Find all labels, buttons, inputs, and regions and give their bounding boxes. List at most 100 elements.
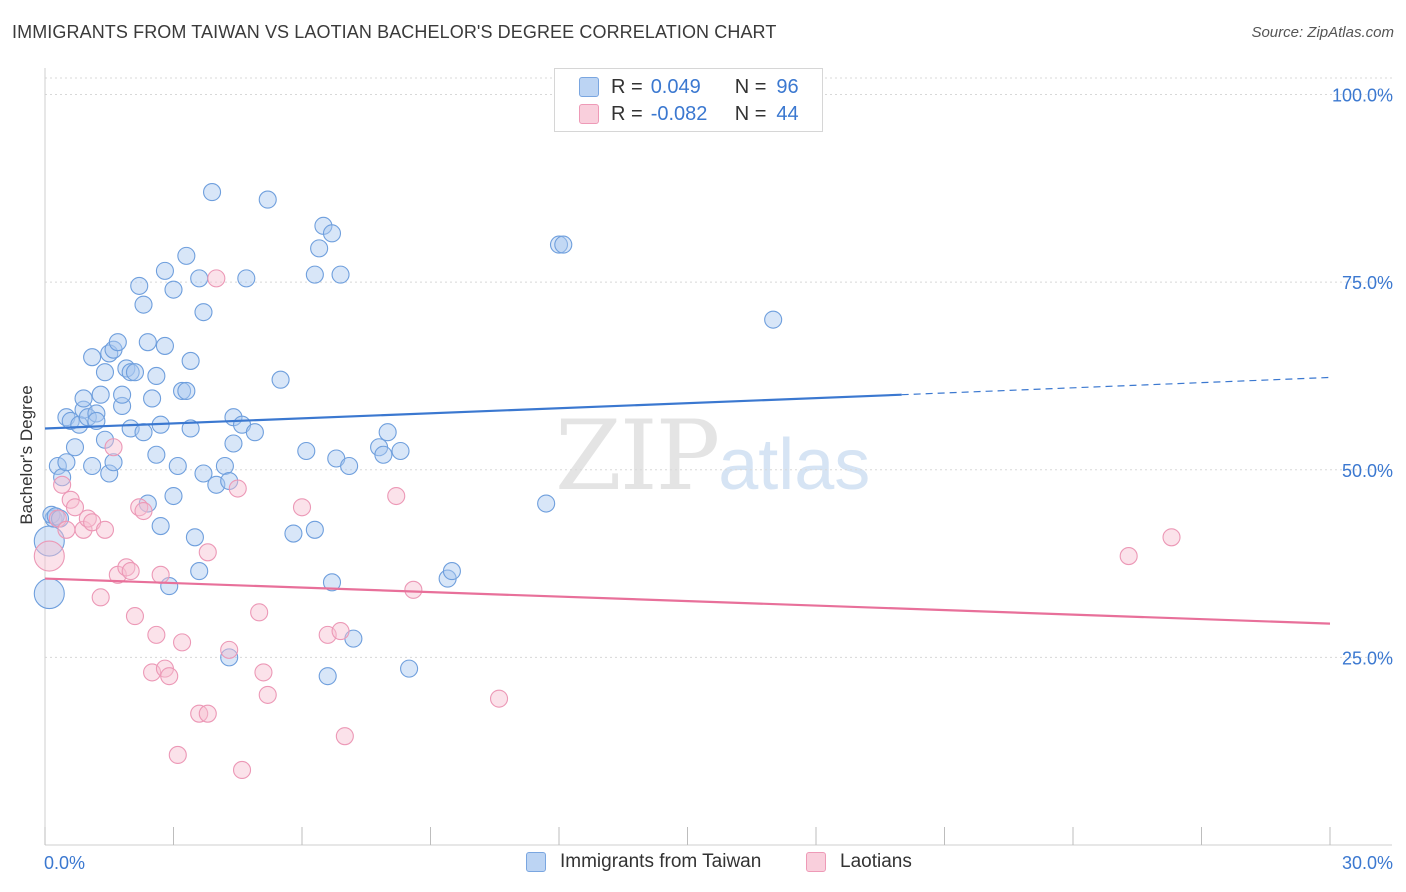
laotian-point	[57, 520, 76, 539]
legend-swatch-laotians	[579, 104, 599, 124]
taiwan-point	[173, 381, 192, 401]
taiwan-point	[224, 434, 243, 453]
taiwan-point	[374, 445, 393, 464]
taiwan-trend-extension	[901, 376, 1331, 396]
taiwan-point	[340, 456, 359, 476]
taiwan-point	[104, 453, 123, 472]
x-tick-label: 30.0%	[1342, 853, 1393, 873]
laotian-point	[65, 498, 85, 517]
stats-legend: R = 0.049 N = 96 R = -0.082 N = 44	[554, 68, 823, 132]
series-legend-laotians[interactable]: Laotians	[806, 851, 912, 873]
legend-n-label: N =	[734, 102, 767, 125]
taiwan-point	[48, 456, 67, 476]
taiwan-point	[305, 520, 324, 539]
taiwan-point	[177, 246, 196, 265]
taiwan-point	[168, 456, 187, 476]
taiwan-point	[764, 310, 783, 329]
laotian-point	[198, 543, 217, 562]
legend-n-label: N =	[734, 75, 767, 98]
taiwan-point	[194, 303, 213, 322]
taiwan-point	[318, 667, 337, 686]
taiwan-point	[215, 456, 234, 476]
taiwan-point	[155, 261, 174, 280]
legend-r-value: 0.049	[650, 75, 701, 98]
laotian-point	[121, 562, 140, 581]
laotian-point	[91, 588, 110, 607]
taiwan-point	[33, 578, 65, 610]
laotian-point	[151, 565, 170, 584]
series-swatch-taiwan	[526, 852, 546, 872]
laotian-point	[1119, 547, 1138, 566]
taiwan-point	[310, 239, 329, 258]
laotian-point	[134, 501, 153, 521]
y-tick-label: 75.0%	[1342, 273, 1393, 293]
taiwan-point	[108, 333, 127, 352]
taiwan-point	[83, 456, 102, 476]
laotian-point	[220, 640, 239, 659]
y-axis-label: Bachelor's Degree	[17, 385, 36, 525]
taiwan-point	[322, 573, 342, 592]
taiwan-point	[331, 265, 350, 284]
taiwan-point	[151, 516, 170, 536]
taiwan-point	[181, 351, 200, 370]
taiwan-point	[181, 419, 200, 438]
laotian-point	[125, 607, 144, 626]
laotian-point	[258, 685, 277, 704]
legend-n-value: 44	[776, 102, 799, 125]
laotian-point	[95, 520, 115, 539]
taiwan-point	[164, 280, 183, 299]
laotian-point	[1162, 528, 1181, 547]
taiwan-point	[134, 423, 153, 442]
laotian-point	[404, 580, 423, 599]
taiwan-point	[220, 648, 239, 667]
laotian-point	[173, 633, 192, 652]
laotian-point	[228, 479, 247, 498]
series-label-laotians: Laotians	[840, 851, 912, 872]
taiwan-point	[185, 528, 204, 547]
taiwan-point	[190, 269, 209, 288]
taiwan-point	[130, 276, 149, 295]
taiwan-point	[305, 265, 324, 284]
watermark-zip: ZIP	[555, 400, 720, 512]
y-tick-label: 25.0%	[1342, 648, 1393, 668]
x-tick-label: 0.0%	[44, 853, 85, 873]
taiwan-point	[391, 441, 410, 461]
laotian-point	[387, 486, 406, 506]
laotian-trend-line	[44, 577, 1331, 625]
chart-title: IMMIGRANTS FROM TAIWAN VS LAOTIAN BACHEL…	[12, 22, 777, 42]
laotian-point	[335, 727, 354, 746]
series-legend-taiwan[interactable]: Immigrants from Taiwan	[526, 851, 761, 873]
taiwan-point	[53, 468, 72, 487]
taiwan-point	[297, 441, 316, 461]
y-tick-label: 100.0%	[1332, 86, 1393, 106]
legend-r-label: R =	[611, 75, 643, 98]
laotian-point	[489, 689, 509, 708]
legend-r-value: -0.082	[650, 102, 708, 125]
taiwan-point	[442, 562, 461, 581]
laotian-point	[104, 438, 123, 457]
laotian-point	[147, 625, 166, 644]
taiwan-point	[177, 381, 196, 401]
laotian-point	[292, 498, 312, 517]
legend-r-label: R =	[611, 102, 643, 125]
legend-n-value: 96	[776, 75, 799, 98]
laotian-point	[198, 704, 217, 723]
taiwan-point	[57, 453, 76, 472]
taiwan-point	[258, 190, 277, 209]
taiwan-point	[87, 404, 106, 423]
taiwan-point	[95, 363, 115, 382]
taiwan-point	[400, 659, 419, 678]
taiwan-point	[203, 183, 222, 202]
taiwan-point	[134, 295, 153, 314]
taiwan-point	[164, 486, 183, 506]
legend-row-taiwan: R = 0.049 N = 96	[579, 75, 799, 99]
taiwan-point	[537, 494, 556, 513]
laotian-point	[160, 667, 179, 686]
taiwan-point	[271, 370, 290, 389]
taiwan-point	[237, 269, 256, 288]
taiwan-point	[155, 336, 174, 355]
legend-row-laotians: R = -0.082 N = 44	[579, 102, 799, 126]
taiwan-point	[125, 363, 144, 382]
taiwan-point	[65, 438, 85, 457]
